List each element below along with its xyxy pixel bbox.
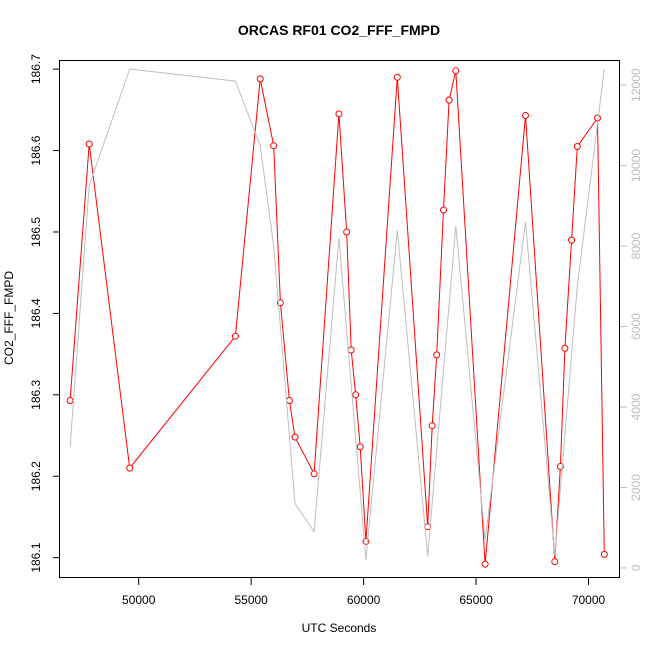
x-tick-label: 50000 (122, 593, 156, 607)
data-point (231, 332, 239, 340)
y-tick-label: 186.6 (29, 135, 43, 165)
data-point (568, 236, 576, 244)
y2-tick-label: 12000 (629, 68, 643, 102)
x-tick-label: 65000 (459, 593, 493, 607)
x-axis: 50000 55000 60000 65000 70000 (122, 578, 606, 607)
data-point (445, 96, 453, 104)
data-point (85, 140, 93, 148)
x-tick-label: 55000 (234, 593, 268, 607)
y-axis-label: CO2_FFF_FMPD (2, 271, 16, 365)
y2-tick-label: 0 (629, 564, 643, 571)
series-layer (66, 67, 608, 568)
y-tick-label: 186.2 (29, 461, 43, 491)
y2-tick-label: 8000 (629, 232, 643, 259)
data-point (347, 346, 355, 354)
data-point (433, 351, 441, 359)
data-point (66, 397, 74, 404)
y2-tick-label: 10000 (629, 149, 643, 183)
y-axis-left: 186.1 186.2 186.3 186.4 186.5 186.6 186.7 (29, 54, 60, 573)
data-point (561, 344, 569, 352)
y-tick-label: 186.4 (29, 298, 43, 328)
data-point (600, 550, 608, 558)
data-point (522, 112, 529, 119)
data-point (343, 228, 351, 236)
data-point (310, 470, 318, 478)
data-point (335, 110, 343, 118)
data-point (452, 67, 460, 75)
y-tick-label: 186.1 (29, 542, 43, 572)
data-point (481, 560, 489, 568)
y2-tick-label: 6000 (629, 313, 643, 340)
y2-tick-label: 2000 (629, 474, 643, 501)
series-line-left-axis (69, 70, 605, 565)
y-tick-label: 186.5 (29, 217, 43, 247)
y-tick-label: 186.7 (29, 54, 43, 84)
plot-frame (59, 60, 620, 578)
data-point (256, 75, 264, 83)
data-point (270, 142, 278, 150)
data-point (356, 443, 364, 451)
data-point (285, 397, 293, 404)
chart-title: ORCAS RF01 CO2_FFF_FMPD (238, 22, 440, 38)
x-tick-label: 60000 (347, 593, 381, 607)
y2-tick-label: 4000 (629, 393, 643, 420)
data-point (573, 143, 581, 150)
data-point (352, 391, 360, 399)
y-axis-right: 0 2000 4000 6000 8000 10000 12000 (620, 68, 643, 571)
data-point (393, 73, 401, 81)
data-point (291, 433, 299, 441)
data-point (440, 206, 447, 214)
x-axis-label: UTC Seconds (302, 621, 377, 635)
data-point (551, 558, 559, 566)
data-point (428, 422, 436, 430)
y-tick-label: 186.3 (29, 379, 43, 409)
data-point (126, 464, 134, 472)
series-line-right-axis (69, 68, 605, 560)
x-tick-label: 70000 (572, 593, 606, 607)
